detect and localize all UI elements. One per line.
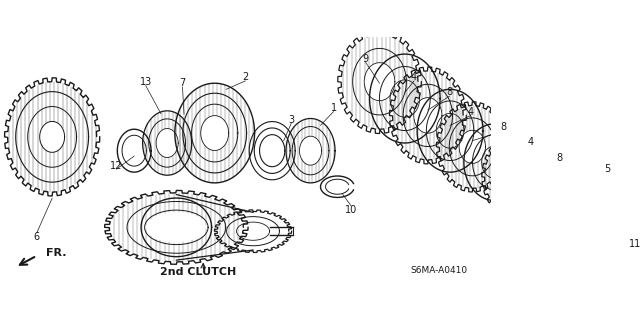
Text: 1: 1 — [330, 103, 337, 113]
Text: 9: 9 — [363, 54, 369, 64]
Text: 11: 11 — [628, 239, 640, 249]
Text: 6: 6 — [34, 232, 40, 241]
Text: 8: 8 — [500, 122, 507, 132]
Text: 3: 3 — [288, 115, 294, 125]
Text: S6MA-A0410: S6MA-A0410 — [410, 266, 467, 275]
Text: FR.: FR. — [46, 249, 67, 258]
Text: 8: 8 — [446, 87, 452, 97]
Text: 7: 7 — [179, 78, 186, 88]
Text: 4: 4 — [411, 72, 417, 82]
Text: 4: 4 — [468, 107, 474, 116]
Text: 2: 2 — [242, 72, 248, 82]
Text: 2nd CLUTCH: 2nd CLUTCH — [160, 267, 236, 277]
Text: 10: 10 — [345, 205, 357, 215]
Text: 8: 8 — [557, 152, 563, 163]
Text: 13: 13 — [140, 77, 152, 87]
Text: 5: 5 — [604, 164, 611, 174]
Text: 12: 12 — [110, 161, 123, 171]
Text: 4: 4 — [527, 137, 534, 147]
